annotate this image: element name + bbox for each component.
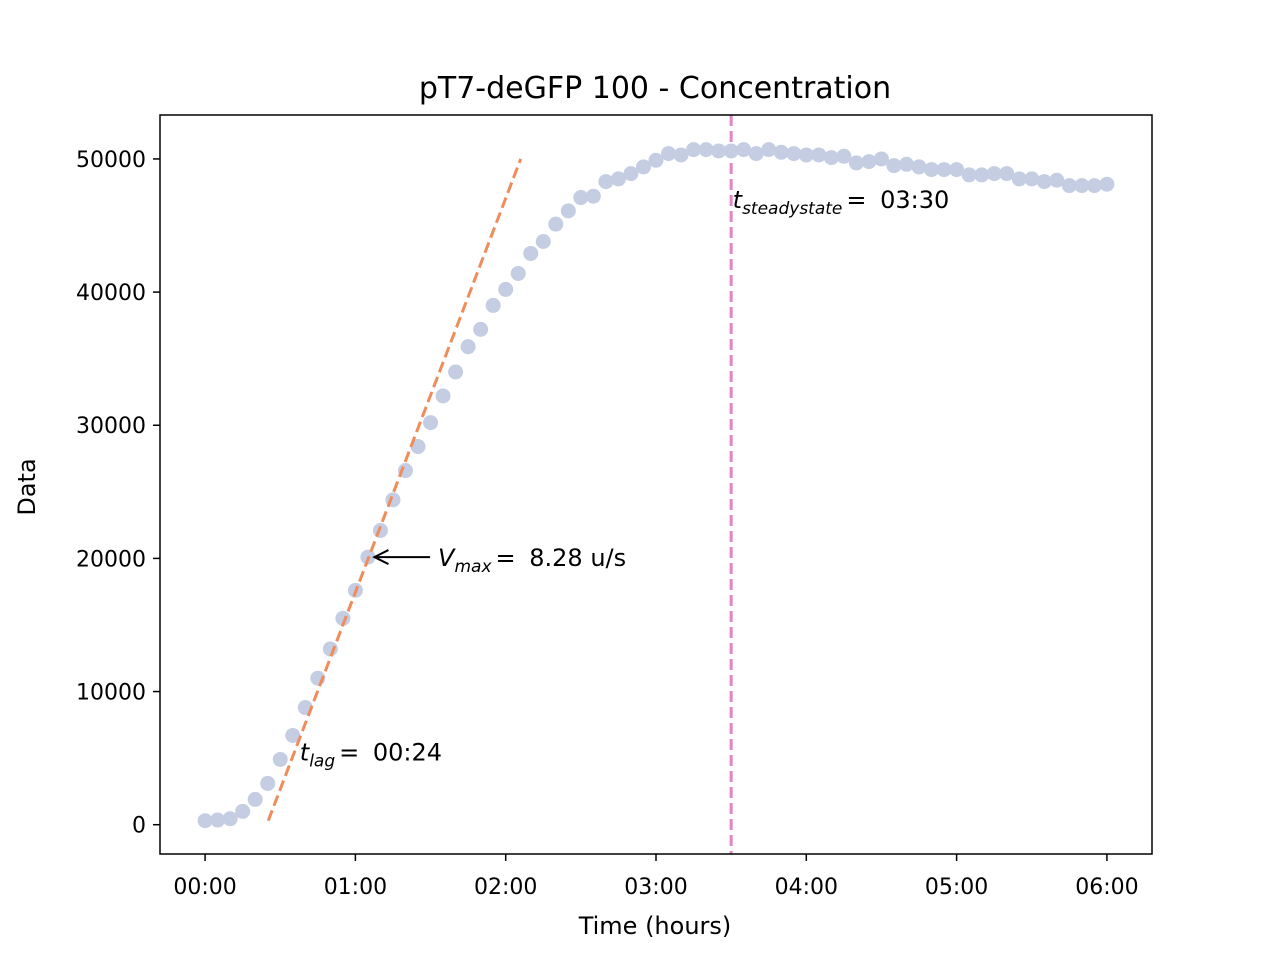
data-point — [410, 439, 426, 455]
data-point — [673, 147, 689, 163]
data-point — [1086, 178, 1102, 194]
data-point — [823, 150, 839, 166]
chart-title: pT7-deGFP 100 - Concentration — [419, 71, 891, 106]
data-point — [961, 167, 977, 183]
y-tick-label: 50000 — [76, 148, 146, 173]
data-point — [748, 146, 764, 162]
data-point — [999, 166, 1015, 182]
plot-area: Vmax = 8.28 u/s tlag = 00:24 tsteadystate = 0… — [197, 115, 1115, 854]
data-point — [535, 233, 551, 249]
x-tick-label: 00:00 — [173, 875, 236, 900]
data-point — [648, 152, 664, 168]
data-point — [423, 415, 439, 431]
data-point — [936, 162, 952, 178]
data-point — [560, 203, 576, 219]
y-tick-label: 10000 — [76, 681, 146, 706]
data-point — [836, 148, 852, 164]
data-point — [924, 162, 940, 178]
data-point — [798, 147, 814, 163]
x-tick-label: 06:00 — [1075, 875, 1138, 900]
data-point — [260, 775, 276, 791]
x-tick-label: 05:00 — [925, 875, 988, 900]
data-point — [473, 321, 489, 337]
tlag-annotation: tlag = 00:24 — [300, 738, 442, 771]
data-point — [247, 791, 263, 807]
data-point — [861, 154, 877, 170]
data-point — [773, 144, 789, 160]
data-point — [523, 245, 539, 261]
data-point — [448, 364, 464, 380]
y-tick-label: 40000 — [76, 281, 146, 306]
y-tick-label: 20000 — [76, 547, 146, 572]
data-point — [686, 142, 702, 158]
data-point — [548, 216, 564, 232]
data-point — [736, 142, 752, 158]
x-tick-label: 01:00 — [324, 875, 387, 900]
data-point — [498, 281, 514, 297]
data-point — [911, 159, 927, 175]
data-point — [811, 147, 827, 163]
data-point — [510, 265, 526, 281]
x-tick-label: 02:00 — [474, 875, 537, 900]
data-point — [635, 159, 651, 175]
data-point — [661, 146, 677, 162]
data-point — [1011, 171, 1027, 187]
data-point — [698, 142, 714, 158]
data-point — [1036, 174, 1052, 190]
data-point — [210, 812, 226, 828]
vmax-annotation: Vmax = 8.28 u/s — [438, 544, 626, 577]
data-point — [1099, 176, 1115, 192]
data-point — [573, 190, 589, 206]
data-point — [1074, 178, 1090, 194]
data-point — [322, 641, 338, 657]
data-point — [197, 813, 213, 829]
x-tick-label: 03:00 — [624, 875, 687, 900]
data-point — [899, 156, 915, 172]
data-point — [585, 188, 601, 204]
vmax-arrow-head — [372, 549, 389, 565]
fit-line — [266, 158, 523, 822]
data-point — [435, 388, 451, 404]
data-point — [848, 155, 864, 171]
data-point — [222, 811, 238, 827]
data-point — [1049, 172, 1065, 188]
data-point — [761, 142, 777, 158]
y-tick-label: 30000 — [76, 414, 146, 439]
y-axis: 0 10000 20000 30000 40000 50000 — [76, 148, 160, 839]
x-axis: 00:00 01:00 02:00 03:00 04:00 05:00 06:00 — [173, 854, 1139, 900]
data-point — [335, 610, 351, 626]
x-axis-label: Time (hours) — [578, 912, 732, 940]
data-point — [285, 727, 301, 743]
data-point — [485, 297, 501, 313]
data-point — [723, 143, 739, 159]
data-point — [949, 162, 965, 178]
data-point — [1061, 178, 1077, 194]
data-point — [786, 146, 802, 162]
tsteady-annotation: tsteadystate = 03:30 — [733, 186, 950, 219]
y-axis-label: Data — [13, 458, 41, 515]
data-point — [623, 166, 639, 182]
plot-frame — [159, 114, 1153, 855]
x-tick-label: 04:00 — [775, 875, 838, 900]
data-point — [1024, 171, 1040, 187]
data-point — [272, 751, 288, 767]
data-point — [711, 143, 727, 159]
data-point — [873, 151, 889, 167]
data-point — [460, 339, 476, 355]
data-point — [974, 167, 990, 183]
data-point — [886, 158, 902, 174]
data-point — [986, 166, 1002, 182]
data-point — [610, 171, 626, 187]
data-point — [235, 803, 251, 819]
y-tick-label: 0 — [132, 814, 146, 839]
data-point — [598, 174, 614, 190]
